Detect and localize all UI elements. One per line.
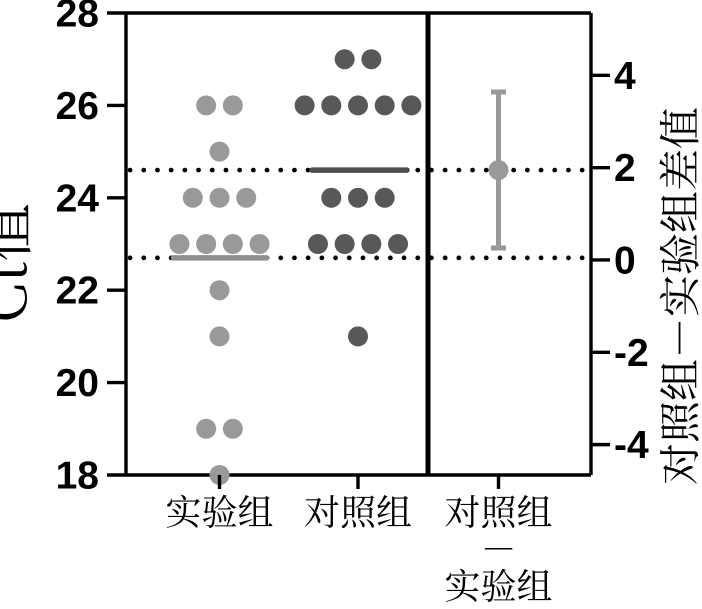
svg-text:-4: -4 xyxy=(614,424,649,467)
svg-text:18: 18 xyxy=(56,455,99,498)
svg-text:对照组－实验组差值: 对照组－实验组差值 xyxy=(648,107,702,485)
svg-text:28: 28 xyxy=(56,0,99,36)
svg-text:24: 24 xyxy=(56,177,100,220)
svg-text:22: 22 xyxy=(56,270,99,313)
svg-text:Ct值: Ct值 xyxy=(0,203,43,322)
svg-text:实验组: 实验组 xyxy=(165,485,273,536)
svg-text:对照组: 对照组 xyxy=(304,485,412,536)
svg-text:26: 26 xyxy=(56,85,99,128)
svg-text:-2: -2 xyxy=(614,332,649,375)
svg-text:4: 4 xyxy=(614,55,636,98)
svg-text:2: 2 xyxy=(614,147,636,190)
svg-text:0: 0 xyxy=(614,240,636,283)
svg-text:20: 20 xyxy=(56,362,99,405)
svg-text:实验组: 实验组 xyxy=(444,559,552,604)
